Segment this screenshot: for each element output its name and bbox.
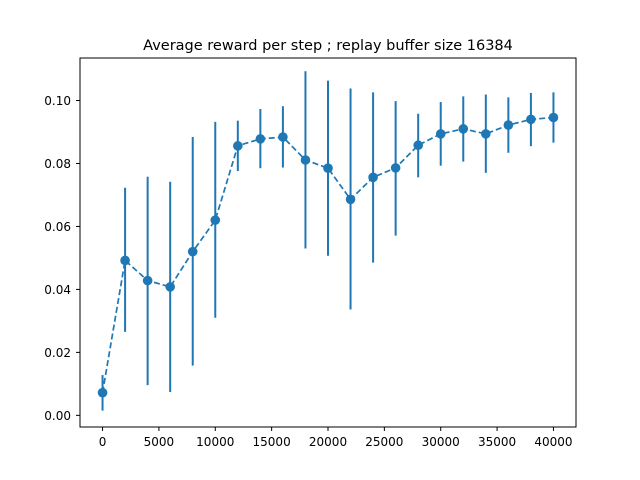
data-point <box>300 155 311 165</box>
data-point <box>526 114 536 125</box>
data-point <box>345 194 356 205</box>
x-tick-label: 0 <box>99 435 107 449</box>
x-tick-label: 15000 <box>253 435 291 449</box>
data-point <box>142 275 153 286</box>
data-point <box>187 246 198 257</box>
y-tick-label: 0.06 <box>44 220 71 234</box>
y-tick-label: 0.08 <box>44 157 71 171</box>
x-tick-label: 30000 <box>422 435 460 449</box>
data-point <box>210 215 221 225</box>
data-point <box>233 141 243 151</box>
data-point <box>413 140 423 151</box>
data-point <box>435 129 446 139</box>
x-tick-label: 35000 <box>478 435 516 449</box>
y-tick-label: 0.02 <box>44 346 71 360</box>
x-tick-label: 25000 <box>365 435 403 449</box>
data-point <box>165 282 175 292</box>
series-line <box>101 116 554 393</box>
data-point <box>548 112 559 123</box>
y-tick-label: 0.04 <box>44 283 71 297</box>
data-point <box>368 172 378 183</box>
data-point <box>458 124 469 134</box>
plot-frame <box>79 57 577 428</box>
chart-title: Average reward per step ; replay buffer … <box>143 38 513 54</box>
y-axis: 0.00 0.02 0.04 0.06 0.08 0.10 <box>44 94 80 423</box>
x-tick-label: 10000 <box>196 435 234 449</box>
data-point <box>481 129 491 139</box>
x-tick-label: 20000 <box>309 435 347 449</box>
data-point <box>278 132 288 142</box>
data-point <box>503 120 514 130</box>
series-layer <box>97 71 559 411</box>
y-tick-label: 0.10 <box>44 94 71 108</box>
data-point <box>255 134 266 144</box>
x-tick-label: 5000 <box>144 435 175 449</box>
data-point <box>97 387 108 398</box>
x-tick-label: 40000 <box>534 435 572 449</box>
data-point <box>120 255 130 266</box>
x-axis: 0 5000 10000 15000 20000 25000 30000 35000 40000 <box>99 427 573 449</box>
data-point <box>323 163 333 173</box>
y-tick-label: 0.00 <box>44 409 71 423</box>
data-point <box>390 163 401 173</box>
